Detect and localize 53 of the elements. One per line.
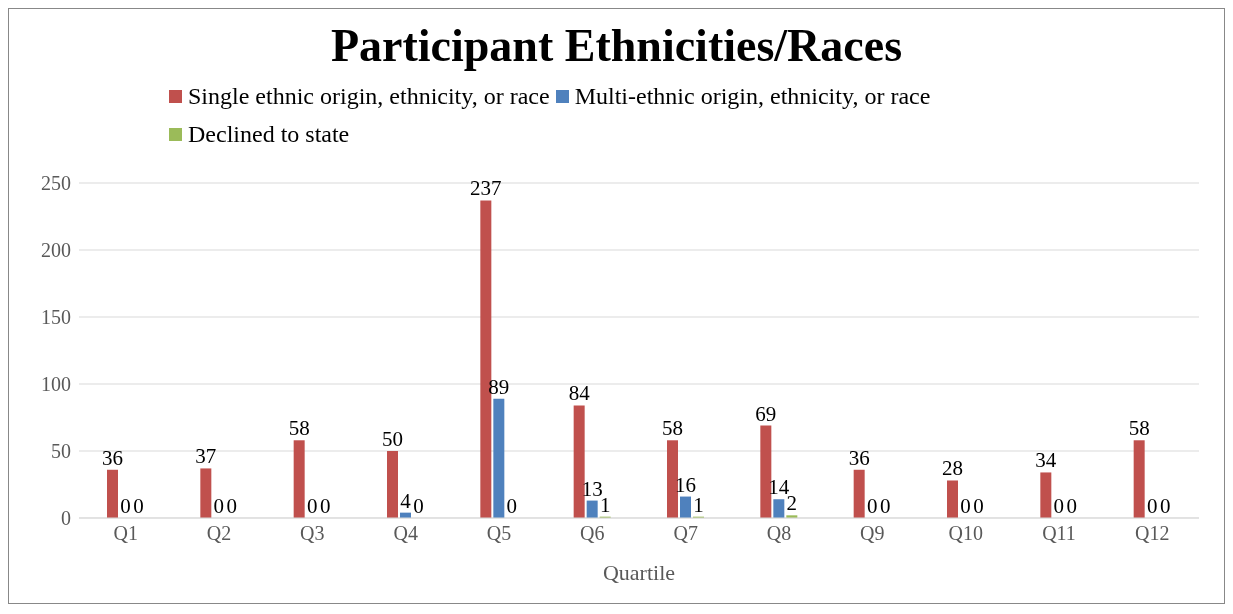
x-tick-label: Q2 [206,522,232,545]
x-tick-label: Q8 [766,522,792,545]
data-label: 36 [102,445,123,470]
data-label: 0 [1053,493,1065,518]
y-tick-label: 200 [41,239,71,262]
x-tick-label: Q12 [1135,522,1170,545]
x-tick-label: Q1 [113,522,138,545]
data-label: 0 [960,493,971,518]
data-label: 0 [879,493,891,518]
data-label: 0 [973,493,984,518]
data-label: 69 [755,401,777,426]
y-tick-label: 150 [41,306,71,329]
data-label: 237 [470,176,502,201]
data-label: 0 [120,493,131,518]
data-label: 0 [133,493,144,518]
data-label: 0 [213,493,225,518]
data-label: 58 [1128,416,1150,441]
data-label: 0 [506,493,518,518]
data-label: 1 [693,492,704,517]
x-tick-label: Q10 [948,522,983,545]
data-label: 0 [306,493,318,518]
data-label: 37 [195,444,217,469]
x-tick-label: Q4 [393,522,418,545]
data-label: 50 [382,427,403,451]
x-axis-title: Quartile [602,560,676,585]
data-label: 34 [1035,448,1057,473]
y-tick-label: 250 [41,172,71,195]
y-tick-label: 50 [51,440,71,463]
data-label: 84 [568,381,591,406]
data-label: 58 [288,416,310,441]
data-label: 0 [226,493,238,518]
data-label: 0 [1146,493,1158,518]
x-tick-label: Q7 [673,522,698,545]
data-label: 0 [1066,493,1078,518]
x-tick-label: Q9 [860,522,885,545]
data-label: 0 [319,493,331,518]
data-label: 0 [413,493,424,518]
y-tick-label: 100 [41,373,71,396]
y-tick-label: 0 [61,507,71,530]
x-tick-label: Q6 [580,522,605,545]
data-label: 28 [942,456,963,481]
x-tick-label: Q11 [1042,522,1076,545]
chart-title: Participant Ethnicities/Races [329,19,904,73]
legend-label: Multi-ethnic origin, ethnicity, or race [574,82,931,110]
legend-label: Declined to state [188,120,350,148]
legend-label: Single ethnic origin, ethnicity, or race [188,82,550,110]
data-label: 0 [866,493,878,518]
data-label: 0 [1159,493,1171,518]
data-label: 4 [400,488,412,513]
data-label: 36 [848,445,870,470]
x-tick-label: Q5 [486,522,512,545]
data-label: 58 [662,416,683,441]
x-tick-label: Q3 [300,522,325,545]
